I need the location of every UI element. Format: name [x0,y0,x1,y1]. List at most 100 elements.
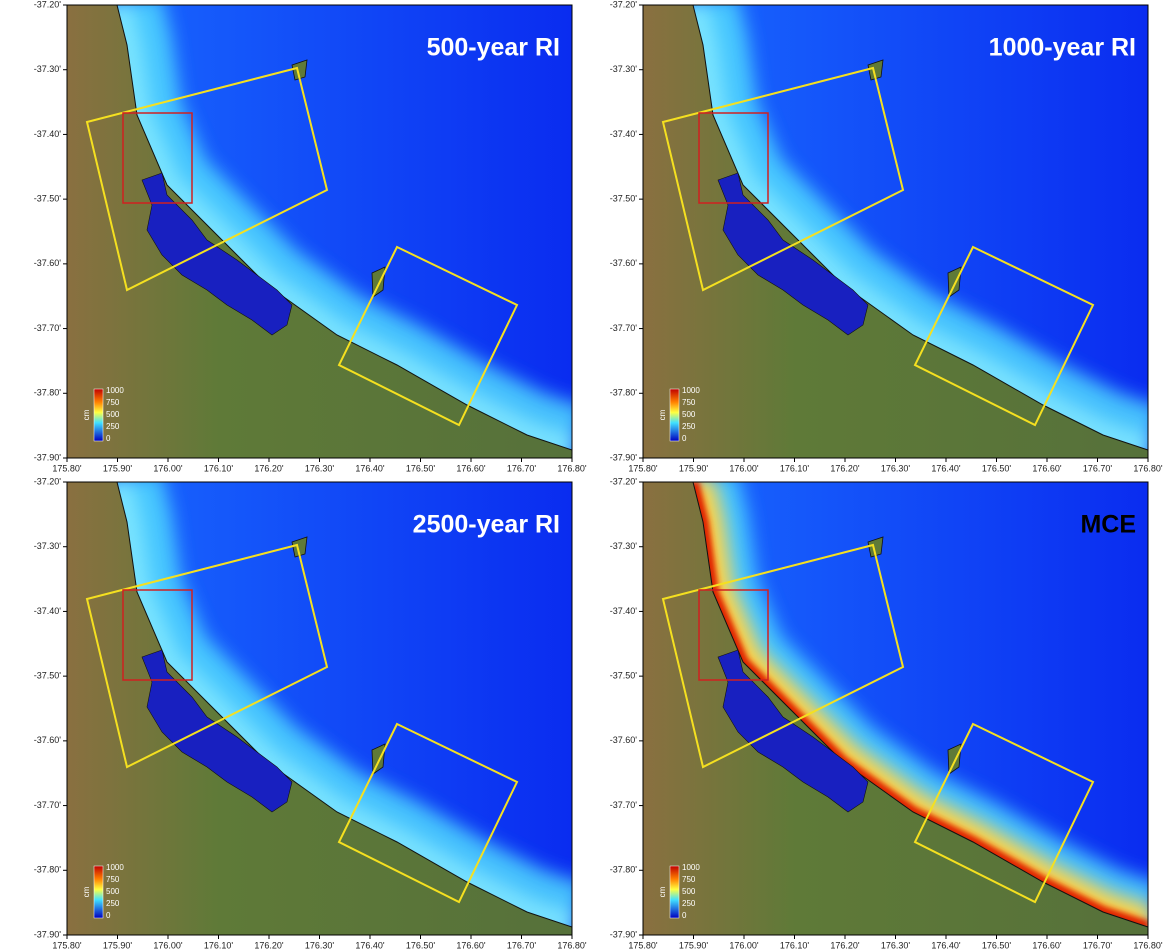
x-tick-label: 176.80' [557,463,587,473]
colorbar-label: 1000 [106,863,124,872]
x-tick-label: 175.90' [103,940,133,950]
colorbar-label: 250 [106,422,120,431]
map-panel: MCE-37.20'-37.30'-37.40'-37.50'-37.60'-3… [610,476,1163,950]
y-tick-label: -37.30' [610,541,638,551]
y-tick-label: -37.40' [610,606,638,616]
x-tick-label: 176.30' [881,940,911,950]
y-tick-label: -37.20' [34,476,62,486]
y-tick-label: -37.40' [610,129,638,139]
y-tick-label: -37.50' [610,671,638,681]
x-tick-label: 175.90' [679,463,709,473]
x-tick-label: 176.20' [254,463,284,473]
x-tick-label: 176.40' [931,940,961,950]
x-tick-label: 176.50' [406,940,436,950]
x-tick-label: 176.00' [729,463,759,473]
x-tick-label: 176.80' [1133,463,1163,473]
y-tick-label: -37.20' [34,0,62,9]
x-tick-label: 176.60' [1032,463,1062,473]
x-tick-label: 175.90' [679,940,709,950]
y-tick-label: -37.70' [610,800,638,810]
colorbar-label: 250 [106,899,120,908]
x-tick-label: 176.30' [305,463,335,473]
panel-title: MCE [1080,511,1136,539]
x-tick-label: 176.70' [507,463,537,473]
x-tick-label: 176.10' [204,940,234,950]
colorbar-unit: cm [658,409,667,420]
colorbar-unit: cm [82,886,91,897]
x-tick-label: 176.70' [507,940,537,950]
colorbar-label: 1000 [682,386,700,395]
y-tick-label: -37.70' [34,800,62,810]
y-tick-label: -37.70' [34,323,62,333]
y-tick-label: -37.60' [34,735,62,745]
x-tick-label: 176.40' [355,940,385,950]
colorbar-label: 0 [106,434,111,443]
y-tick-label: -37.40' [34,606,62,616]
x-tick-label: 176.50' [406,463,436,473]
colorbar-unit: cm [82,409,91,420]
colorbar-label: 500 [682,410,696,419]
colorbar-label: 750 [682,875,696,884]
x-tick-label: 176.70' [1083,463,1113,473]
y-tick-label: -37.20' [610,476,638,486]
x-tick-label: 176.20' [830,940,860,950]
x-tick-label: 176.80' [557,940,587,950]
colorbar-label: 500 [682,887,696,896]
x-tick-label: 176.20' [830,463,860,473]
colorbar-label: 0 [682,434,687,443]
x-tick-label: 176.50' [982,940,1012,950]
x-tick-label: 175.80' [52,463,82,473]
y-tick-label: -37.80' [610,388,638,398]
x-tick-label: 176.30' [305,940,335,950]
x-tick-label: 176.80' [1133,940,1163,950]
colorbar-label: 750 [682,398,696,407]
x-tick-label: 176.60' [456,940,486,950]
colorbar-label: 0 [682,911,687,920]
x-tick-label: 175.80' [628,463,658,473]
x-tick-label: 176.00' [729,940,759,950]
x-tick-label: 176.50' [982,463,1012,473]
x-tick-label: 176.00' [153,940,183,950]
x-tick-label: 176.40' [355,463,385,473]
x-tick-label: 176.30' [881,463,911,473]
y-tick-label: -37.70' [610,323,638,333]
y-tick-label: -37.30' [34,541,62,551]
x-tick-label: 176.10' [780,940,810,950]
y-tick-label: -37.50' [34,194,62,204]
y-tick-label: -37.90' [610,929,638,939]
x-tick-label: 175.80' [628,940,658,950]
x-tick-label: 176.70' [1083,940,1113,950]
colorbar-label: 500 [106,887,120,896]
colorbar-label: 750 [106,875,120,884]
y-tick-label: -37.30' [610,64,638,74]
x-tick-label: 176.10' [780,463,810,473]
colorbar-label: 250 [682,422,696,431]
x-tick-label: 176.40' [931,463,961,473]
x-tick-label: 176.60' [1032,940,1062,950]
y-tick-label: -37.80' [34,388,62,398]
y-tick-label: -37.40' [34,129,62,139]
y-tick-label: -37.90' [34,929,62,939]
panel-title: 500-year RI [427,34,560,62]
y-tick-label: -37.80' [610,865,638,875]
map-panel: 1000-year RI-37.20'-37.30'-37.40'-37.50'… [610,0,1163,473]
y-tick-label: -37.60' [34,258,62,268]
figure: 500-year RI -37.20' -37.30' -37.40' -37.50' -… [0,0,1167,952]
y-tick-label: -37.50' [34,671,62,681]
x-tick-label: 175.90' [103,463,133,473]
y-tick-label: -37.80' [34,865,62,875]
colorbar-label: 0 [106,911,111,920]
colorbar-label: 750 [106,398,120,407]
map-panel: 500-year RI-37.20'-37.30'-37.40'-37.50'-… [34,0,587,473]
x-tick-label: 176.00' [153,463,183,473]
x-tick-label: 176.20' [254,940,284,950]
x-tick-label: 176.60' [456,463,486,473]
y-tick-label: -37.90' [610,452,638,462]
x-tick-label: 175.80' [52,940,82,950]
panel-title: 2500-year RI [413,511,560,539]
x-tick-label: 176.10' [204,463,234,473]
colorbar-unit: cm [658,886,667,897]
colorbar-label: 250 [682,899,696,908]
colorbar-label: 1000 [682,863,700,872]
y-tick-label: -37.90' [34,452,62,462]
